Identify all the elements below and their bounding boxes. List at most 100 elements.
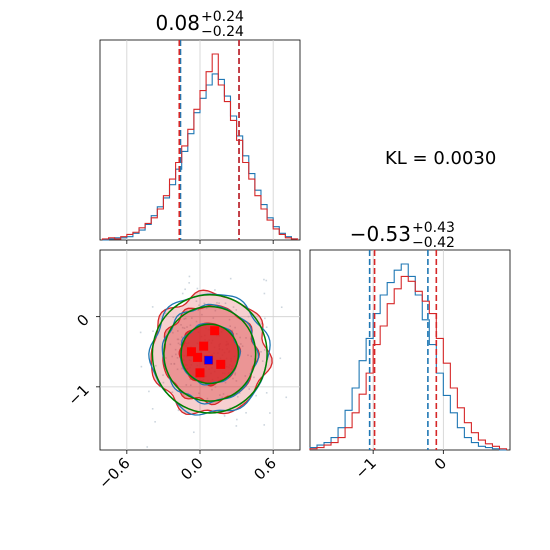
top-marginal-grid [126,40,274,244]
sample-point [247,354,249,357]
sample-point [162,381,165,384]
green-ellipse-1 [180,323,240,385]
sample-point [234,372,237,374]
sample-point [193,431,195,434]
sample-point [165,312,167,315]
sample-point [263,292,266,295]
sample-point [228,318,231,321]
sample-point [264,317,266,320]
sample-point [181,292,184,295]
blue-contour-outer [148,293,271,416]
sample-point [171,391,174,393]
sample-point [211,388,213,391]
sample-point [139,331,142,334]
histogram-series-2 [309,275,508,450]
sample-point [201,313,203,316]
sample-point [235,425,238,427]
blue-marker [204,356,213,365]
sample-point [249,373,251,375]
joint-contours [148,289,273,416]
sample-point [152,330,154,333]
green-ellipse-3 [151,293,268,414]
sample-point [177,409,180,412]
sample-point [235,333,238,335]
sample-point [177,342,180,345]
right-title-lower: −0.42 [412,235,455,251]
sample-point [241,345,244,348]
joint-markers [186,326,226,378]
sample-point [155,364,157,367]
sample-point [148,390,150,393]
x-tick-label: −0.6 [95,454,133,492]
top-title-median: 0.08 [155,11,200,35]
sample-point [177,330,179,332]
sample-point [212,317,215,319]
sample-point [234,326,236,329]
red-marker [186,347,196,357]
sample-point [206,397,209,400]
sample-point [232,306,235,308]
sample-point [189,324,192,327]
sample-point [260,350,262,353]
sample-point [186,326,188,328]
sample-point [216,301,218,304]
right-title-upper: +0.43 [412,220,455,236]
sample-point [231,329,234,332]
sample-point [175,353,177,356]
sample-point [245,337,247,339]
sample-point [229,325,231,327]
sample-point [198,304,200,307]
sample-point [253,376,255,379]
sample-point [263,278,265,281]
sample-point [255,394,257,397]
histogram-series-1 [309,263,507,451]
sample-point [179,343,182,346]
sample-point [240,401,242,404]
sample-point [181,326,184,329]
sample-point [165,357,167,359]
sample-point [248,388,251,390]
sample-point [205,307,208,309]
sample-point [177,338,180,341]
y-tick-label: −1 [64,381,92,409]
sample-point [191,317,193,319]
sample-point [218,451,220,453]
top-marginal-panel: 0.08 +0.24 −0.24 [99,9,301,244]
top-title-lower: −0.24 [201,24,244,40]
sample-point [185,384,188,386]
sample-point [235,309,238,311]
sample-point [184,288,186,291]
sample-point [224,302,227,305]
sample-point [183,327,186,329]
sample-point [173,362,176,365]
y-tick-label: 0 [73,311,92,330]
sample-point [182,394,185,396]
sample-point [189,378,191,381]
top-marginal-quantile-lines [178,40,240,240]
sample-point [180,324,182,326]
sample-point [140,365,143,368]
sample-point [240,343,242,345]
right-marginal-frame [309,249,511,451]
sample-point [263,424,266,426]
sample-point [171,355,174,358]
right-marginal-panel: −1 0 −0.53 +0.43 −0.42 [309,220,511,482]
sample-point [265,392,268,394]
kl-label: KL = 0.0030 [385,148,496,169]
sample-point [222,393,225,395]
sample-point [181,336,183,338]
sample-point [214,309,217,312]
sample-point [183,318,186,320]
joint-panel: −0.6 0.0 0.6 0 −1 [64,249,301,493]
sample-point [146,446,149,448]
sample-point [176,357,179,359]
sample-point [218,410,220,413]
right-marginal-histograms [309,263,508,451]
sample-point [195,320,198,323]
top-title-upper: +0.24 [201,9,244,25]
top-marginal-histograms [101,53,299,241]
x-tick-label: −1 [352,454,380,482]
sample-point [280,306,283,309]
sample-point [214,289,216,291]
